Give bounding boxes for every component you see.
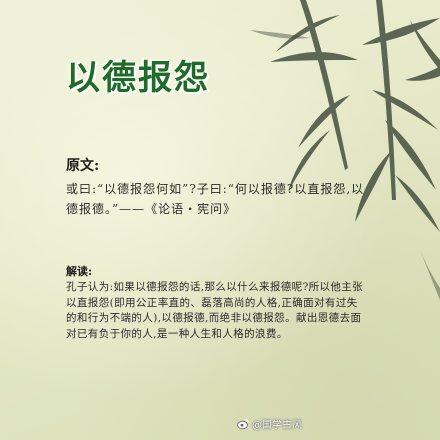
watermark-text: @国学古风 — [252, 420, 302, 431]
weibo-icon — [237, 418, 249, 429]
original-text: 或曰:“以德报怨何如”?子曰:“何以报德?以直报怨,以德报德。”——《论语・宪问… — [66, 182, 365, 216]
original-heading: 原文: — [66, 158, 100, 174]
original-text-section: 原文: 或曰:“以德报怨何如”?子曰:“何以报德?以直报怨,以德报德。”——《论… — [66, 155, 366, 219]
interpretation-text: 孔子认为:如果以德报怨的话,那么以什么来报德呢?所以他主张以直报怨(即用公正率直… — [66, 281, 364, 340]
watermark: @国学古风 — [237, 416, 302, 431]
page-title: 以德报怨 — [66, 58, 210, 98]
interpretation-section: 解读: 孔子认为:如果以德报怨的话,那么以什么来报德呢?所以他主张以直报怨(即用… — [66, 263, 366, 342]
interpretation-heading: 解读: — [66, 265, 93, 278]
